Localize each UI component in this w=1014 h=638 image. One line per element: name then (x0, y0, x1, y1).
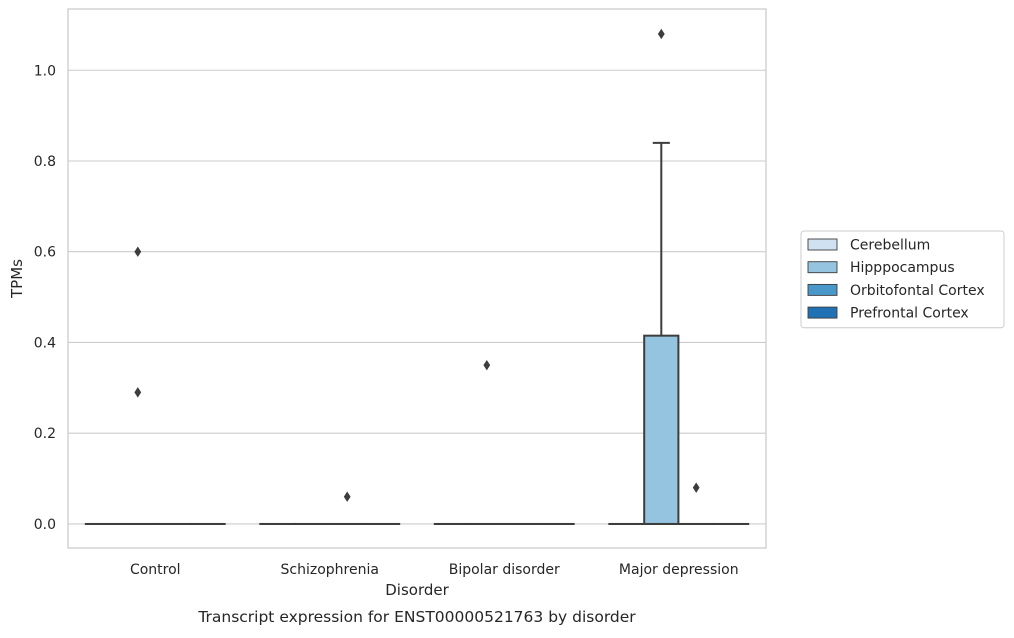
legend-label: Orbitofontal Cortex (850, 283, 985, 299)
x-axis-label: Disorder (385, 581, 449, 599)
legend: Cerebellum Hipppocampus Orbitofontal Corte… (801, 231, 1004, 328)
box-hipppocampus (121, 247, 155, 524)
y-tick-label: 0.8 (34, 154, 56, 170)
outlier-point (658, 29, 665, 39)
y-tick-label: 1.0 (34, 63, 56, 79)
y-tick-label: 0.4 (34, 335, 56, 351)
y-tick-label: 0.2 (34, 426, 56, 442)
x-tick-labels: Control Schizophrenia Bipolar disorder Majo… (130, 562, 739, 578)
outlier-point (134, 247, 141, 257)
box-marks (86, 29, 748, 524)
box-hipppocampus (644, 29, 678, 524)
x-tick-label: Control (130, 562, 181, 578)
outlier-point (134, 387, 141, 397)
x-tick-label: Major depression (619, 562, 739, 578)
legend-swatch (808, 284, 837, 295)
box-orbitofontal-cortex (330, 492, 364, 524)
legend-label: Cerebellum (850, 238, 930, 254)
outlier-point (693, 482, 700, 492)
x-tick-label: Bipolar disorder (449, 562, 560, 578)
legend-swatch (808, 262, 837, 273)
y-tick-label: 0.0 (34, 517, 56, 533)
legend-swatch (808, 239, 837, 250)
box-orbitofontal-cortex (679, 482, 713, 523)
legend-swatch (808, 307, 837, 318)
box-hipppocampus (470, 360, 504, 524)
legend-label: Prefrontal Cortex (850, 306, 969, 322)
outlier-point (483, 360, 490, 370)
chart-caption: Transcript expression for ENST0000052176… (197, 608, 636, 626)
box-body (644, 336, 678, 524)
y-axis-label: TPMs (8, 259, 26, 299)
outlier-point (344, 492, 351, 502)
legend-label: Hipppocampus (850, 260, 955, 276)
x-tick-label: Schizophrenia (281, 562, 379, 578)
y-tick-label: 0.6 (34, 245, 56, 261)
y-tick-labels: 0.0 0.2 0.4 0.6 0.8 1.0 (34, 63, 56, 533)
